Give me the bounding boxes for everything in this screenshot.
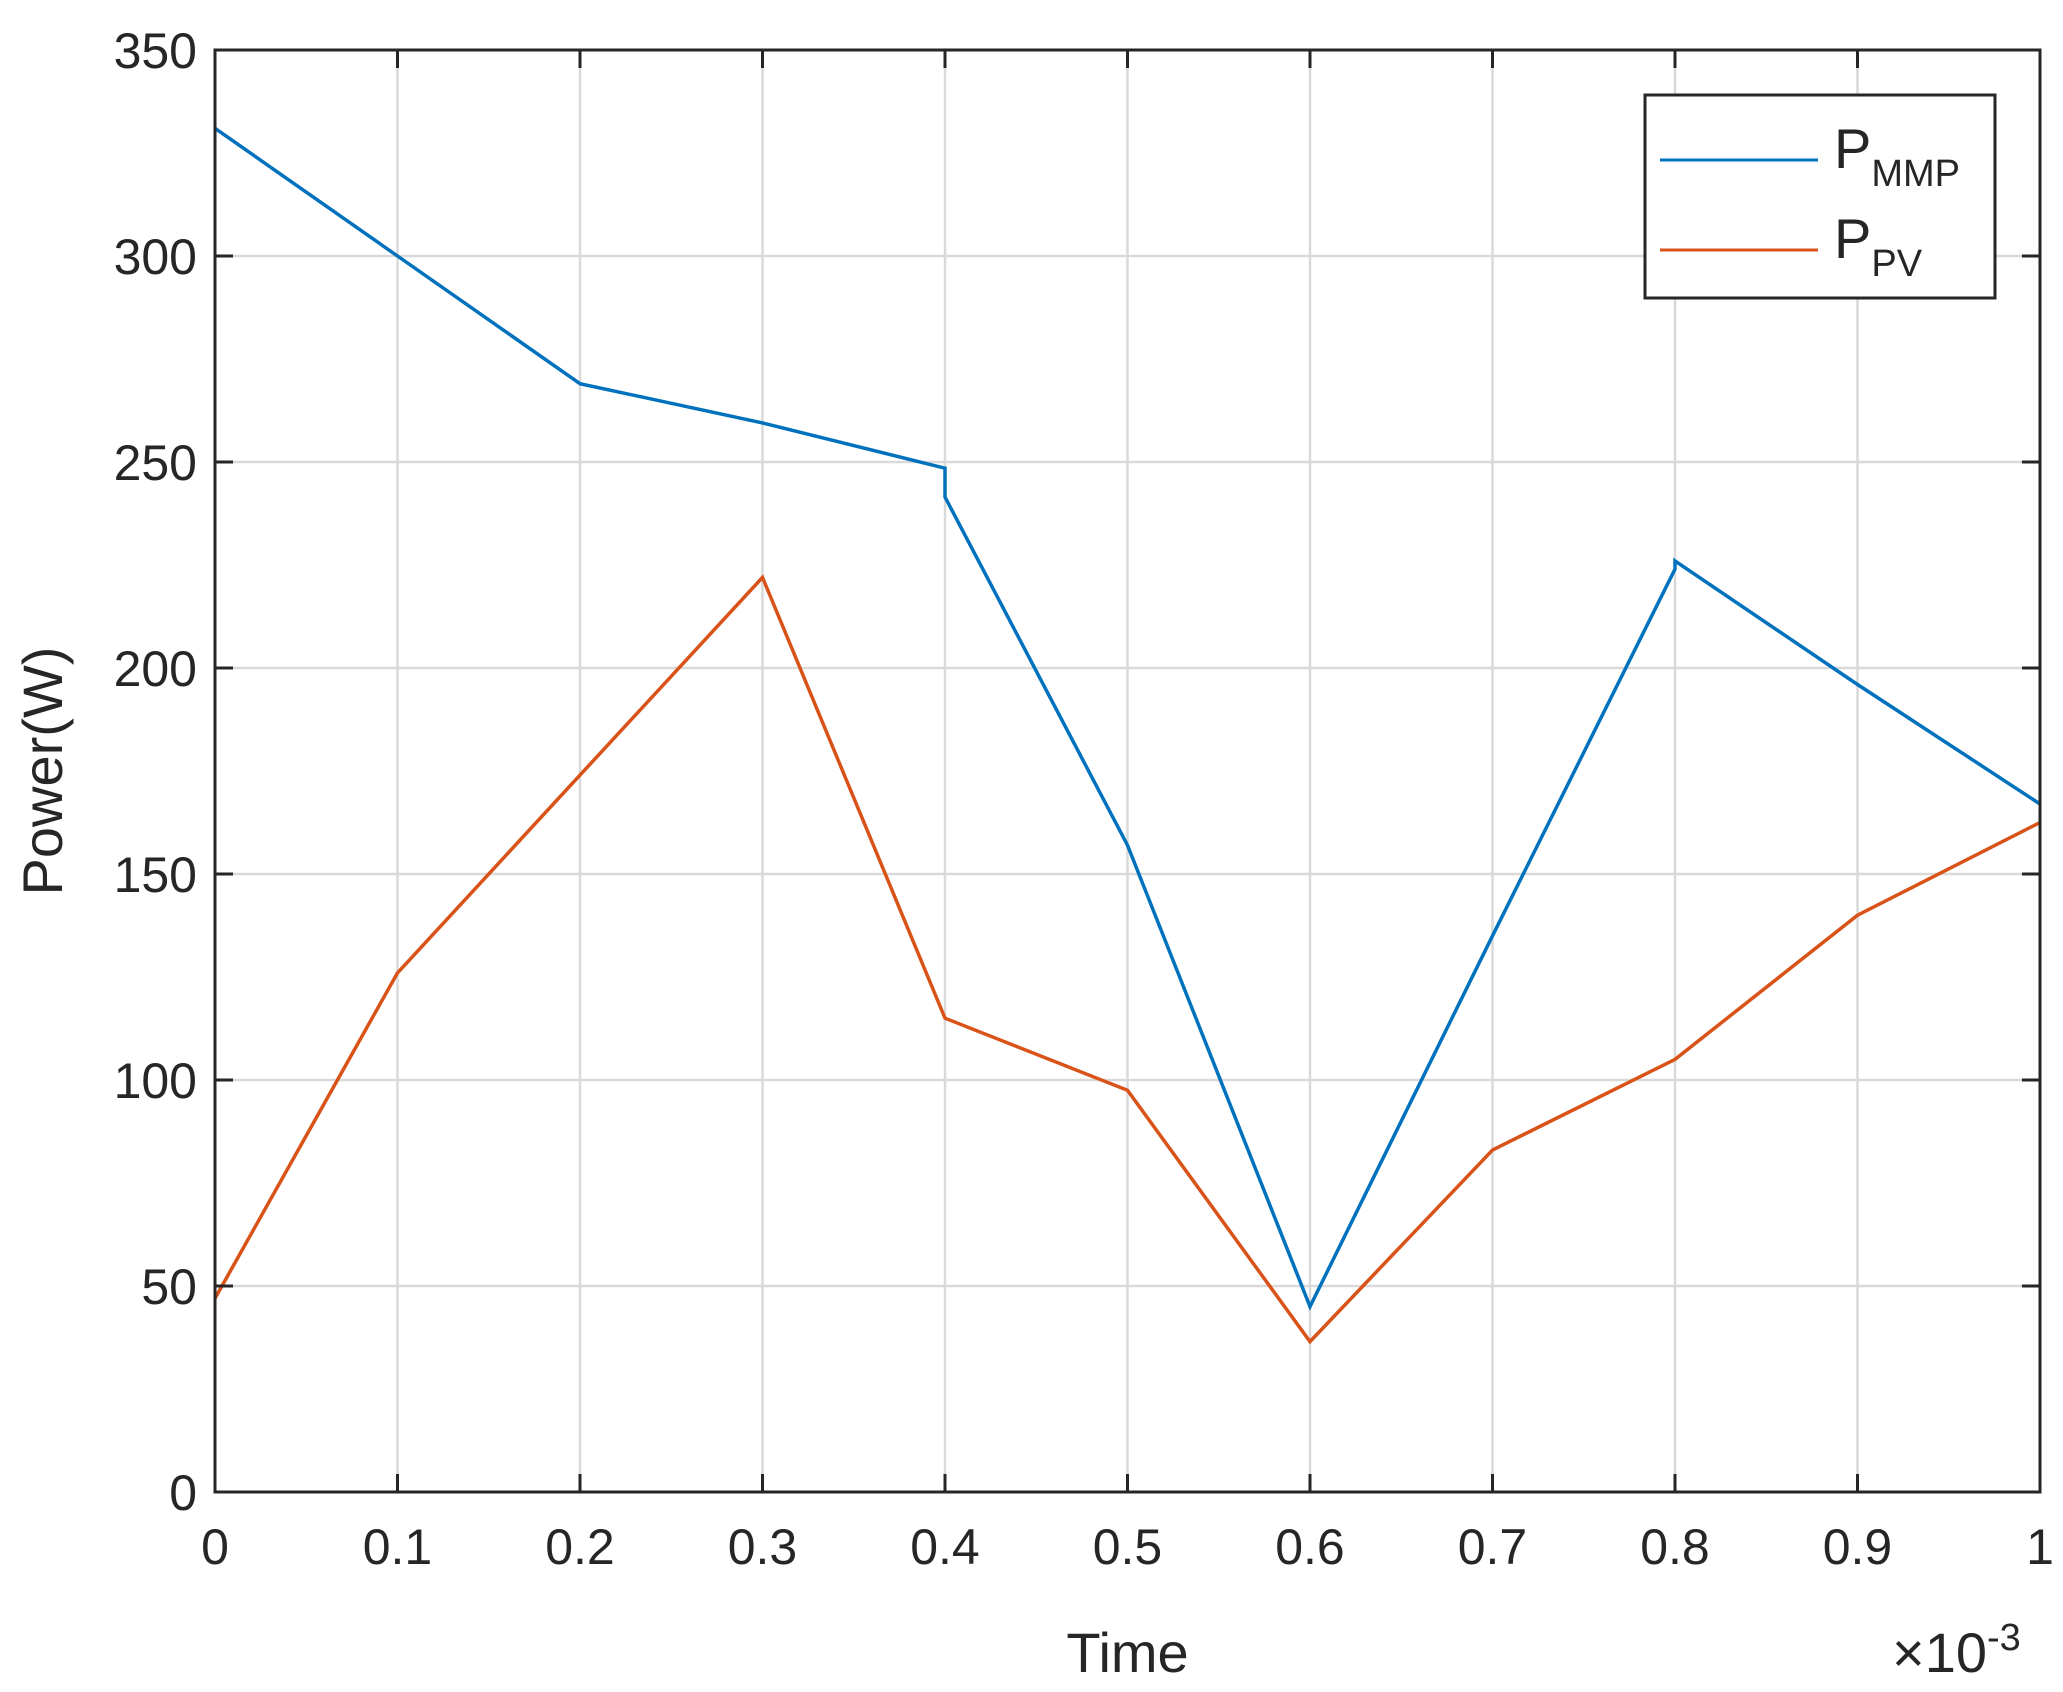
x-tick-label: 1: [2026, 1519, 2054, 1575]
x-tick-label: 0.4: [910, 1519, 980, 1575]
y-tick-label: 300: [114, 229, 197, 285]
x-tick-label: 0.9: [1823, 1519, 1893, 1575]
legend-entry-pmmp-subscript: MMP: [1871, 153, 1960, 195]
series-line-mmp: [213, 126, 2041, 1311]
series-line-pv: [213, 574, 2041, 1345]
x-axis-label: Time: [1066, 1621, 1188, 1684]
y-tick-label: 0: [169, 1465, 197, 1521]
y-tick-label: 150: [114, 847, 197, 903]
legend-entry-pmmp-name: P: [1834, 117, 1871, 180]
legend: PMMP PPV: [1643, 93, 1997, 300]
x-tick-label: 0.5: [1093, 1519, 1163, 1575]
x-tick-label: 0.1: [363, 1519, 433, 1575]
legend-entry-ppv: PPV: [1834, 207, 1923, 285]
y-tick-label: 350: [114, 23, 197, 79]
x-tick-label: 0.8: [1640, 1519, 1710, 1575]
x-tick-label: 0.2: [545, 1519, 615, 1575]
legend-entry-pmmp: PMMP: [1834, 117, 1960, 195]
x-exponent-power: -3: [1987, 1617, 2021, 1659]
x-exponent-base: ×10: [1892, 1621, 1987, 1684]
legend-entry-ppv-subscript: PV: [1871, 243, 1922, 285]
y-tick-label: 100: [114, 1053, 197, 1109]
axis-ticks: [213, 48, 2042, 1494]
y-tick-label: 50: [141, 1259, 197, 1315]
y-tick-label: 250: [114, 435, 197, 491]
x-tick-label: 0.7: [1458, 1519, 1528, 1575]
y-axis-label: Power(W): [11, 647, 74, 896]
grid-lines: [215, 50, 2040, 1492]
x-tick-labels: 0 0.1 0.2 0.3 0.4 0.5 0.6 0.7 0.8 0.9 1: [201, 1519, 2054, 1575]
x-tick-label: 0.3: [728, 1519, 798, 1575]
y-tick-labels: 0 50 100 150 200 250 300 350: [114, 23, 197, 1521]
legend-entry-ppv-name: P: [1834, 207, 1871, 270]
legend-box: [1643, 93, 1997, 300]
series-lines: [213, 126, 2041, 1345]
x-axis-exponent: ×10-3: [1892, 1617, 2021, 1684]
y-tick-label: 200: [114, 641, 197, 697]
x-tick-label: 0: [201, 1519, 229, 1575]
x-tick-label: 0.6: [1275, 1519, 1345, 1575]
